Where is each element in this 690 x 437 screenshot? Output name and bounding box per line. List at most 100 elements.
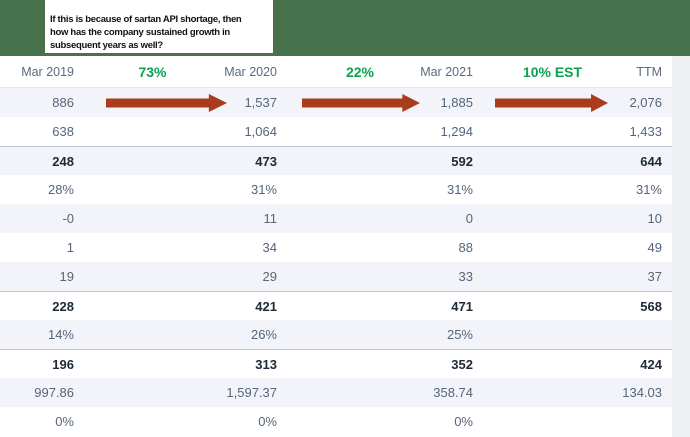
cell-mar-2021: 352	[451, 357, 473, 372]
cell-ttm: 1,433	[629, 124, 662, 139]
table-row: 19 29 33 37	[0, 262, 672, 291]
table-row: 0% 0% 0%	[0, 407, 672, 436]
table-row: 28% 31% 31% 31%	[0, 175, 672, 204]
arrow-cell-2	[300, 407, 420, 436]
period-header-mar-2021: Mar 2021	[420, 64, 473, 79]
arrow-cell-3	[495, 117, 610, 146]
cell-mar-2019: 196	[52, 357, 74, 372]
cell-ttm: 568	[640, 299, 662, 314]
arrow-cell-2	[300, 175, 420, 204]
cell-mar-2020: 11	[263, 211, 278, 226]
period-header-mar-2019: Mar 2019	[21, 64, 74, 79]
annotation-line-1: If this is because of sartan API shortag…	[50, 14, 242, 25]
cell-mar-2019: 14%	[47, 327, 74, 342]
page-right-gutter	[672, 56, 690, 437]
cell-mar-2020: 34	[262, 240, 277, 255]
annotation-note: If this is because of sartan API shortag…	[45, 0, 273, 53]
arrow-cell-1	[90, 204, 215, 233]
cell-mar-2021: 0	[465, 211, 473, 226]
cell-mar-2019: 228	[52, 299, 74, 314]
arrow-cell-1	[90, 262, 215, 291]
table-row: 248 473 592 644	[0, 146, 672, 175]
cell-mar-2021: 31%	[446, 182, 473, 197]
table-row: 196 313 352 424	[0, 349, 672, 378]
cell-mar-2020: 473	[255, 154, 277, 169]
cell-mar-2019: 0%	[55, 414, 74, 429]
growth-label-2021-ttm: 10% EST	[522, 63, 583, 80]
arrow-cell-3	[495, 262, 610, 291]
period-header-mar-2020: Mar 2020	[224, 64, 277, 79]
arrow-cell-2	[300, 233, 420, 262]
growth-arrow-icon	[495, 93, 608, 112]
cell-mar-2019: 997.86	[34, 385, 74, 400]
arrow-cell-2	[300, 320, 420, 349]
cell-mar-2021: 33	[458, 269, 473, 284]
cell-mar-2020: 1,537	[244, 95, 277, 110]
cell-mar-2021: 592	[451, 154, 473, 169]
arrow-cell-2	[300, 204, 420, 233]
arrow-cell-1	[90, 378, 215, 407]
cell-ttm: 644	[640, 154, 662, 169]
cell-mar-2021: 1,885	[440, 95, 473, 110]
table-row: 228 421 471 568	[0, 291, 672, 320]
cell-mar-2020: 1,064	[244, 124, 277, 139]
arrow-cell-1	[90, 292, 215, 321]
cell-mar-2021: 25%	[446, 327, 473, 342]
cell-mar-2021: 358.74	[433, 385, 473, 400]
arrow-cell-2	[300, 117, 420, 146]
cell-ttm: 2,076	[629, 95, 662, 110]
cell-mar-2019: 1	[66, 240, 74, 255]
cell-ttm: 10	[647, 211, 662, 226]
cell-mar-2020: 26%	[250, 327, 277, 342]
cell-mar-2019: 248	[52, 154, 74, 169]
arrow-cell-2	[300, 378, 420, 407]
cell-mar-2019: 638	[52, 124, 74, 139]
arrow-cell-3	[495, 88, 610, 117]
arrow-cell-1	[90, 233, 215, 262]
cell-mar-2021: 88	[458, 240, 473, 255]
arrow-cell-2	[300, 350, 420, 379]
table-row: 997.86 1,597.37 358.74 134.03	[0, 378, 672, 407]
arrow-cell-1	[90, 147, 215, 176]
arrow-cell-1	[90, 407, 215, 436]
annotation-line-2: how has the company sustained growth in	[50, 27, 230, 38]
arrow-cell-2	[300, 147, 420, 176]
table-row: 638 1,064 1,294 1,433	[0, 117, 672, 146]
cell-ttm: 37	[647, 269, 662, 284]
growth-label-2020-2021: 22%	[345, 63, 375, 80]
period-header-ttm: TTM	[636, 64, 662, 79]
cell-mar-2019: -0	[62, 211, 74, 226]
arrow-cell-2	[300, 262, 420, 291]
arrow-cell-1	[90, 117, 215, 146]
cell-mar-2020: 29	[262, 269, 277, 284]
cell-mar-2020: 0%	[258, 414, 277, 429]
cell-ttm: 424	[640, 357, 662, 372]
cell-mar-2020: 421	[255, 299, 277, 314]
cell-mar-2019: 28%	[47, 182, 74, 197]
arrow-cell-3	[495, 204, 610, 233]
table-row: 14% 26% 25%	[0, 320, 672, 349]
arrow-cell-3	[495, 233, 610, 262]
arrow-cell-1	[90, 88, 227, 117]
cell-ttm: 134.03	[622, 385, 662, 400]
arrow-cell-1	[90, 320, 215, 349]
arrow-cell-1	[90, 175, 215, 204]
cell-mar-2019: 19	[59, 269, 74, 284]
cell-ttm: 49	[647, 240, 662, 255]
arrow-cell-2	[300, 292, 420, 321]
cell-ttm: 31%	[635, 182, 662, 197]
cell-mar-2020: 1,597.37	[226, 385, 277, 400]
cell-mar-2019: 886	[52, 95, 74, 110]
arrow-cell-3	[495, 175, 610, 204]
annotation-line-3: subsequent years as well?	[50, 40, 163, 51]
table-header-row: Mar 2019 73% Mar 2020 22% Mar 2021 10% E…	[0, 56, 672, 88]
growth-arrow-icon	[302, 93, 420, 112]
cell-mar-2020: 313	[255, 357, 277, 372]
cell-mar-2021: 1,294	[440, 124, 473, 139]
growth-arrow-icon	[106, 93, 227, 112]
arrow-cell-3	[495, 350, 610, 379]
table-body: 886 1,537 1,885 2,076 638 1,064 1,294 1,…	[0, 88, 672, 436]
arrow-cell-3	[495, 147, 610, 176]
arrow-cell-3	[495, 407, 610, 436]
table-row: 886 1,537 1,885 2,076	[0, 88, 672, 117]
